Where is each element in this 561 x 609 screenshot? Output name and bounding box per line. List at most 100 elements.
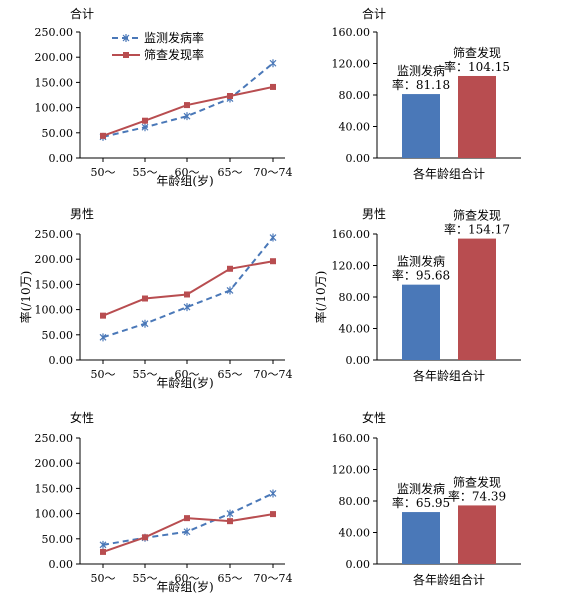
bar (402, 94, 440, 158)
y-tick-label: 120.00 (332, 260, 371, 273)
y-tick-label: 200.00 (35, 457, 74, 470)
y-tick-label: 0.00 (346, 558, 371, 571)
panel-title: 合计 (70, 6, 94, 21)
series-line-0 (102, 236, 274, 339)
y-tick-label: 50.00 (42, 533, 74, 546)
x-tick-label: 65～ (218, 368, 243, 381)
bar-data-label: 筛查发现 (453, 474, 501, 489)
bar (402, 284, 440, 360)
x-axis-label: 各年龄组合计 (413, 368, 485, 383)
bar-panel-0: 合计 0.00 40.00 80.00 120.00 160.00 各年龄组合计 监测发病率：… (332, 6, 521, 181)
data-point (183, 112, 191, 121)
x-tick-label: 70～74 (254, 166, 293, 179)
bar-data-label: 率：95.68 (392, 268, 450, 283)
y-tick-label: 100.00 (35, 304, 74, 317)
x-tick-label: 50～ (91, 572, 116, 585)
y-tick-label: 80.00 (339, 89, 371, 102)
data-point (270, 511, 276, 518)
bar-data-label: 率：65.95 (392, 495, 450, 510)
data-point (142, 295, 148, 302)
bar-data-label: 筛查发现 (453, 45, 501, 60)
y-tick-label: 0.00 (49, 152, 74, 165)
x-tick-label: 70～74 (254, 368, 293, 381)
bar-data-label: 率：81.18 (392, 77, 450, 92)
x-tick-label: 70～74 (254, 572, 293, 585)
series-line-1 (102, 85, 274, 137)
bar-data-label: 监测发病 (397, 254, 445, 269)
data-point (141, 123, 149, 132)
bar-data-label: 监测发病 (397, 481, 445, 496)
y-tick-label: 40.00 (339, 527, 371, 540)
data-point (141, 319, 149, 328)
data-point (227, 265, 233, 272)
y-tick-label: 160.00 (332, 26, 371, 39)
legend-marker-0 (122, 34, 130, 42)
y-tick-label: 250.00 (35, 228, 74, 241)
x-tick-label: 55～ (133, 166, 158, 179)
panel-title: 女性 (362, 410, 386, 425)
panel-title: 男性 (362, 207, 386, 221)
y-axis-label: 率(/10万) (18, 271, 33, 324)
y-tick-label: 250.00 (35, 26, 74, 39)
data-point (269, 59, 277, 68)
x-tick-label: 60～ (175, 166, 200, 179)
legend-label-1: 筛查发现率 (144, 47, 204, 62)
y-tick-label: 160.00 (332, 228, 371, 241)
data-point (99, 333, 107, 342)
y-tick-label: 0.00 (346, 354, 371, 367)
x-axis-label: 年龄组(岁) (156, 579, 213, 594)
panel-title: 合计 (362, 6, 386, 21)
bar-data-label: 筛查发现 (453, 208, 501, 223)
y-tick-label: 0.00 (346, 152, 371, 165)
data-point (184, 515, 190, 522)
y-tick-label: 100.00 (35, 508, 74, 521)
x-tick-label: 55～ (133, 572, 158, 585)
legend-marker-1 (123, 52, 129, 58)
x-tick-label: 50～ (91, 166, 116, 179)
x-axis-label: 各年龄组合计 (413, 572, 485, 587)
x-tick-label: 60～ (175, 368, 200, 381)
data-point (99, 540, 107, 549)
y-tick-label: 40.00 (339, 323, 371, 336)
y-tick-label: 150.00 (35, 482, 74, 495)
y-tick-label: 80.00 (339, 495, 371, 508)
y-tick-label: 40.00 (339, 121, 371, 134)
bar-data-label: 率：74.39 (448, 488, 506, 503)
y-tick-label: 120.00 (332, 58, 371, 71)
panel-title: 女性 (70, 410, 94, 425)
data-point (226, 509, 234, 518)
y-tick-label: 80.00 (339, 291, 371, 304)
y-tick-label: 0.00 (49, 558, 74, 571)
line-panel-1: 男性 0.00 50.00 100.00 150.00 200.00 250.00 50～ 55… (18, 207, 293, 390)
data-point (100, 548, 106, 555)
y-tick-label: 50.00 (42, 329, 74, 342)
y-tick-label: 200.00 (35, 253, 74, 266)
data-point (100, 312, 106, 319)
data-point (100, 132, 106, 139)
legend-label-0: 监测发病率 (144, 30, 204, 45)
x-tick-label: 65～ (218, 572, 243, 585)
bar (458, 238, 496, 360)
y-tick-label: 100.00 (35, 102, 74, 115)
data-point (184, 291, 190, 298)
panel-title: 男性 (70, 207, 94, 221)
y-tick-label: 120.00 (332, 464, 371, 477)
x-axis-label: 各年龄组合计 (413, 166, 485, 181)
bar (458, 505, 496, 564)
bar (458, 75, 496, 158)
y-tick-label: 50.00 (42, 127, 74, 140)
y-tick-label: 200.00 (35, 51, 74, 64)
bar (402, 512, 440, 564)
y-tick-label: 160.00 (332, 432, 371, 445)
data-point (142, 117, 148, 124)
data-point (227, 518, 233, 525)
line-panel-0: 合计 0.00 50.00 100.00 150.00 200.00 250.00 50～ 55… (35, 6, 293, 188)
y-tick-label: 150.00 (35, 76, 74, 89)
data-point (183, 527, 191, 536)
y-axis-label: 率(/10万) (313, 271, 328, 324)
x-tick-label: 50～ (91, 368, 116, 381)
y-tick-label: 250.00 (35, 432, 74, 445)
line-panel-2: 女性 0.00 50.00 100.00 150.00 200.00 250.00 50～ 55… (35, 410, 293, 594)
